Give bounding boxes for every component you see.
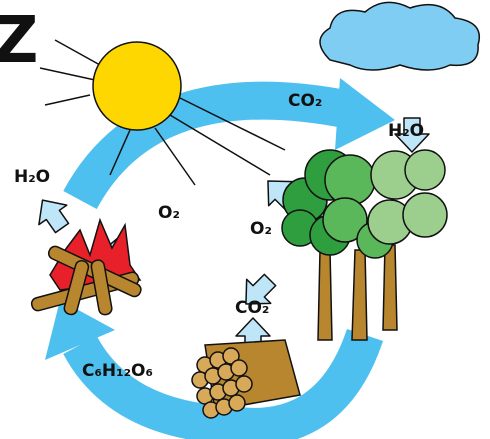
co2-label: CO₂ [235,298,269,318]
trees [282,150,447,340]
cloud [320,2,479,70]
glucose-label: C₆H₁₂O₆ [82,361,153,381]
co2-label: CO₂ [288,91,322,111]
h2o-label: H₂O [14,167,50,187]
h2o-label: H₂O [388,121,424,141]
o2-label: O₂ [250,219,272,239]
corner-letter: Z [0,4,38,78]
carbon-cycle-diagram: Z [0,0,490,439]
evap-arrow [29,190,76,237]
o2-label: O₂ [158,203,180,223]
campfire [30,220,143,316]
